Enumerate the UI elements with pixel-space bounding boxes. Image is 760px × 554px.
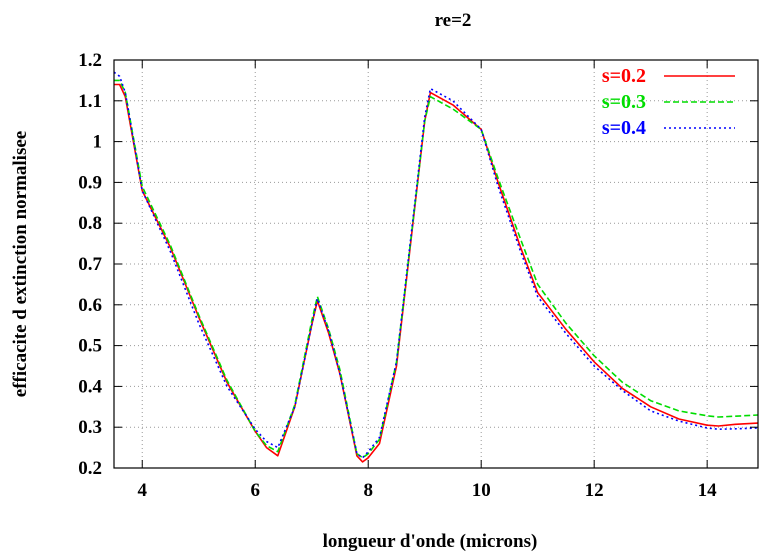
y-tick-label: 0.7 (78, 254, 102, 275)
grid (114, 59, 758, 469)
y-tick-label: 0.4 (78, 376, 102, 397)
y-tick-label: 0.6 (78, 295, 102, 316)
series-layer (113, 71, 759, 463)
series-line-2 (114, 79, 759, 459)
legend-label-3: s=0.4 (602, 117, 646, 139)
legend-label-1: s=0.2 (602, 65, 646, 87)
y-axis-label: efficacite d extinction normalisee (10, 131, 31, 397)
ticks: 0.2 0.3 0.4 0.5 0.6 0.7 0.8 0.9 1 1.1 1.2 4 6 8 10 12 14 (78, 50, 758, 501)
y-tick-label: 0.5 (78, 336, 102, 357)
y-tick-label: 0.9 (78, 172, 102, 193)
y-tick-label: 0.8 (78, 213, 102, 234)
y-tick-label: 0.2 (78, 458, 102, 479)
x-tick-label: 8 (363, 480, 373, 501)
x-tick-label: 4 (137, 480, 147, 501)
x-tick-label: 10 (472, 480, 491, 501)
series-line-3 (113, 71, 759, 459)
x-tick-label: 12 (585, 480, 604, 501)
y-tick-label: 0.3 (78, 417, 102, 438)
y-tick-label: 1.2 (78, 50, 102, 71)
legend-label-2: s=0.3 (602, 91, 646, 113)
y-tick-label: 1.1 (78, 91, 102, 112)
chart-title: re=2 (435, 10, 472, 31)
x-tick-label: 14 (698, 480, 718, 501)
x-tick-label: 6 (250, 480, 260, 501)
y-tick-label: 1 (93, 132, 103, 153)
legend: s=0.2 s=0.3 s=0.4 (602, 65, 735, 139)
x-axis-label: longueur d'onde (microns) (323, 531, 538, 552)
